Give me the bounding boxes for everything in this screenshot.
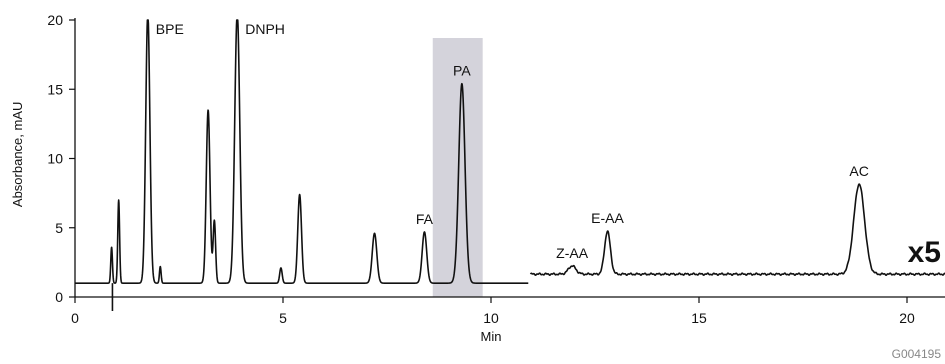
y-tick-label: 5 [55,220,63,236]
highlight-region [432,38,483,297]
trace-line [529,183,945,276]
y-tick-label: 15 [47,81,63,97]
x-tick-label: 20 [899,310,915,326]
peak-label: AC [849,163,868,179]
figure-code: G004195 [892,347,942,361]
trace-line [74,19,529,284]
y-tick-label: 10 [47,151,63,167]
peak-label: E-AA [591,210,624,226]
x-tick-label: 15 [691,310,707,326]
y-tick-label: 20 [47,12,63,28]
peak-label: FA [416,211,434,227]
scale-annotation: x5 [908,236,941,269]
x-axis-title: Min [481,329,502,344]
peak-label: PA [453,63,471,79]
y-axis-title: Absorbance, mAU [10,102,25,208]
axes: 0 5 10 15 20 0 5 10 15 20 [47,12,945,326]
peak-label: BPE [156,21,184,37]
traces [74,19,945,311]
peak-labels: BPE DNPH FA PA Z-AA E-AA AC [156,21,869,261]
peak-label: Z-AA [556,245,589,261]
y-tick-label: 0 [55,289,63,305]
x-tick-label: 0 [71,310,79,326]
x-tick-label: 5 [279,310,287,326]
peak-label: DNPH [245,21,285,37]
x-tick-label: 10 [483,310,499,326]
